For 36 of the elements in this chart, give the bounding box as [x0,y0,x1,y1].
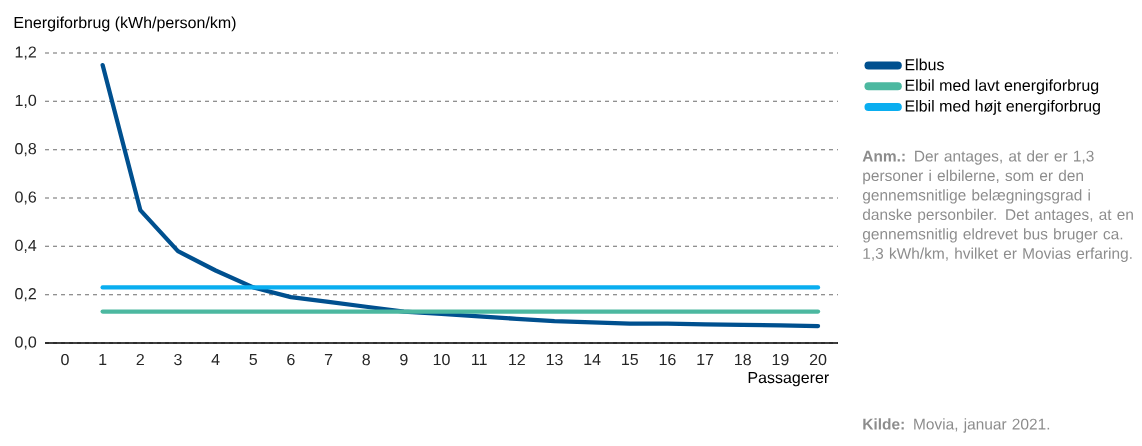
x-tick-label: 5 [249,353,258,366]
x-tick-label: 18 [735,353,751,366]
x-tick-label: 13 [546,353,563,366]
x-tick-label: 12 [509,353,525,366]
y-tick-label: 0,4 [15,239,37,253]
x-tick-label: 10 [433,353,450,366]
x-tick-label: 17 [697,353,714,365]
text: Kilde: Movia, januar 2021. [863,418,1050,433]
x-tick-label: 6 [287,353,295,366]
x-tick-label: 16 [659,353,676,366]
x-axis-title: Passagerer [748,372,829,387]
y-axis-title: Energiforbrug (kWh/person/km) [14,16,236,32]
x-tick-label: 14 [584,353,601,365]
y-tick-label: 1,2 [15,46,36,60]
y-tick-label: 1,0 [15,94,37,108]
x-tick-label: 7 [324,353,333,365]
x-tick-label: 11 [472,353,487,365]
legend-label: Elbil med højt energiforbrug [905,99,1100,115]
x-tick-label: 8 [362,353,370,366]
text: Anm.: Der antages, at der er 1,3 personer i elbilerne, som er den gennemsnitlige belægningsgrad i danske personbiler. Det antages, at en gennemsnitlig eldrevet bus bruger ca. 1,3 kWh/km, hvilket er Movias erfaring. [862,150,1133,263]
y-tick-label: 0,2 [15,288,36,302]
x-tick-label: 4 [211,353,220,365]
y-tick-label: 0,0 [15,336,37,350]
y-tick-label: 0,8 [15,143,37,157]
y-tick-label: 0,6 [15,191,37,205]
x-tick-label: 15 [622,353,638,366]
x-tick-label: 1 [99,353,107,365]
legend-label: Elbil med lavt energiforbrug [905,79,1099,95]
line-series [100,62,821,329]
legend-label: Elbus [905,58,944,71]
x-tick-label: 20 [809,353,827,366]
x-tick-label: 2 [136,353,144,366]
x-tick-label: 3 [174,353,182,366]
x-tick-label: 9 [400,353,408,366]
x-tick-label: 0 [61,353,69,366]
x-tick-label: 19 [772,353,789,366]
